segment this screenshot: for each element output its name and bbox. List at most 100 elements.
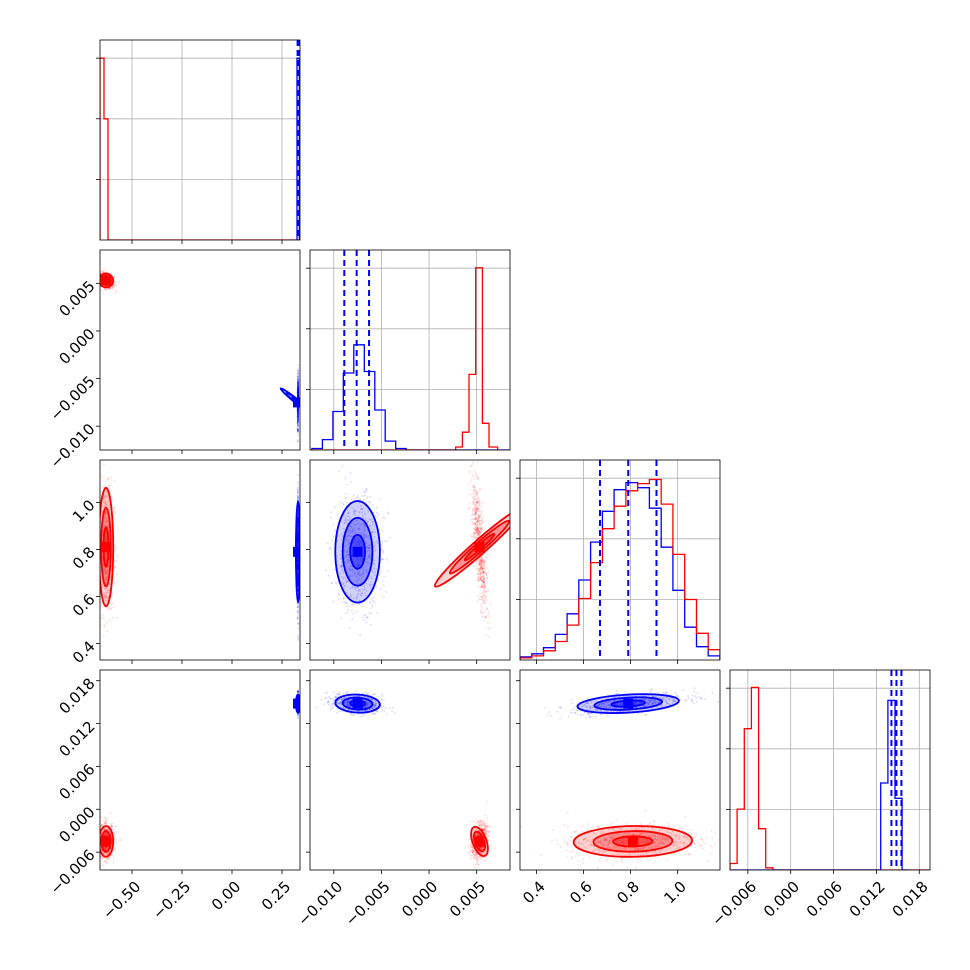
sample-point [297, 385, 300, 388]
sample-point [104, 559, 107, 562]
sample-point [297, 390, 300, 392]
sample-point [101, 605, 103, 608]
sample-point [108, 506, 111, 509]
sample-point [474, 529, 477, 531]
sample-point [341, 535, 344, 537]
sample-point [479, 577, 482, 580]
sample-point [347, 512, 350, 515]
sample-point [297, 412, 300, 415]
sample-point [481, 576, 483, 578]
sample-point [104, 569, 107, 572]
sample-point [296, 408, 299, 411]
sample-point [482, 567, 485, 570]
sample-point [481, 566, 483, 569]
sample-point [358, 578, 360, 580]
sample-point [105, 501, 108, 503]
sample-point [105, 516, 107, 519]
sample-point [297, 532, 300, 535]
sample-point [296, 414, 299, 417]
sample-point [381, 517, 384, 519]
sample-point [330, 511, 333, 514]
sample-point [337, 535, 339, 537]
sample-point [358, 528, 361, 531]
sample-point [105, 538, 107, 541]
sample-point [297, 394, 299, 397]
sample-point [297, 395, 299, 398]
sample-point [362, 568, 365, 571]
sample-point [473, 536, 476, 538]
sample-point [297, 412, 300, 415]
sample-point [296, 384, 299, 387]
sample-point [296, 392, 299, 395]
sample-point [296, 494, 299, 497]
sample-point [366, 521, 369, 523]
sample-point [380, 549, 383, 552]
sample-point [480, 572, 482, 575]
sample-point [296, 557, 299, 560]
sample-point [297, 394, 300, 396]
sample-point [103, 578, 106, 581]
sample-point [296, 491, 299, 494]
sample-point [106, 609, 109, 611]
sample-point [297, 531, 299, 534]
sample-point [365, 489, 368, 492]
sample-point [297, 390, 299, 393]
sample-point [297, 395, 299, 398]
sample-point [105, 570, 108, 573]
sample-point [362, 495, 364, 497]
sample-point [297, 419, 299, 421]
sample-point [482, 579, 485, 582]
sample-point [297, 383, 300, 386]
sample-point [95, 495, 97, 497]
sample-point [365, 535, 368, 537]
sample-point [485, 567, 488, 569]
sample-point [106, 504, 109, 507]
sample-point [103, 524, 106, 527]
sample-point [369, 519, 372, 521]
sample-point [476, 528, 478, 531]
sample-point [91, 270, 93, 272]
sample-point [375, 585, 378, 588]
sample-point [114, 280, 117, 283]
sample-point [110, 476, 113, 479]
sample-point [297, 392, 300, 395]
sample-point [474, 498, 476, 501]
sample-point [297, 396, 300, 398]
sample-point [482, 586, 485, 589]
sample-point [110, 824, 113, 827]
sample-point [349, 517, 351, 520]
sample-point [480, 555, 483, 558]
sample-point [364, 566, 367, 568]
sample-point [105, 591, 108, 594]
sample-point [103, 496, 106, 499]
sample-point [476, 517, 479, 520]
sample-point [297, 393, 299, 396]
sample-point [481, 560, 484, 562]
sample-point [105, 568, 108, 571]
sample-point [106, 570, 108, 573]
sample-point [107, 589, 110, 592]
sample-point [98, 839, 100, 841]
sample-point [297, 393, 300, 396]
sample-point [475, 523, 478, 526]
sample-point [472, 475, 474, 478]
sample-point [478, 523, 481, 525]
sample-point [352, 571, 354, 573]
sample-point [103, 595, 106, 598]
sample-point [358, 603, 361, 606]
sample-point [97, 600, 99, 602]
sample-point [297, 409, 299, 412]
sample-point [110, 603, 113, 606]
sample-point [470, 479, 473, 481]
sample-point [297, 388, 299, 391]
sample-point [105, 511, 108, 513]
sample-point [103, 832, 106, 835]
sample-point [104, 848, 107, 850]
sample-point [378, 574, 381, 576]
sample-point [344, 545, 346, 548]
sample-point [358, 571, 360, 574]
sample-point [476, 499, 478, 502]
sample-point [106, 573, 109, 576]
sample-point [361, 605, 364, 608]
sample-point [116, 841, 118, 843]
